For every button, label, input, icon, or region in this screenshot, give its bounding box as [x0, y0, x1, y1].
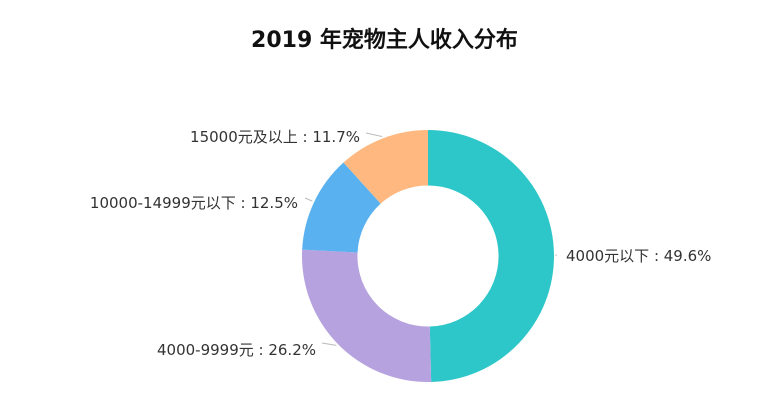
slice-0[interactable]	[428, 130, 555, 382]
chart-title: 2019 年宠物主人收入分布	[251, 28, 518, 53]
slice-label-1: 4000-9999元 : 26.2%	[157, 341, 316, 359]
leaders-layer	[304, 132, 557, 346]
leader-line-1	[321, 342, 337, 346]
slice-label-3: 15000元及以上 : 11.7%	[190, 128, 360, 146]
leader-line-3	[365, 132, 383, 138]
slice-2[interactable]	[302, 162, 381, 253]
slices-layer	[302, 130, 555, 382]
slice-label-0: 4000元以下 : 49.6%	[566, 247, 711, 265]
leader-line-2	[304, 197, 313, 202]
slice-label-2: 10000-14999元以下 : 12.5%	[90, 194, 298, 212]
labels-layer: 4000元以下 : 49.6% 4000-9999元 : 26.2% 10000-1…	[90, 128, 712, 359]
slice-1[interactable]	[302, 249, 432, 382]
slice-3[interactable]	[343, 130, 428, 204]
